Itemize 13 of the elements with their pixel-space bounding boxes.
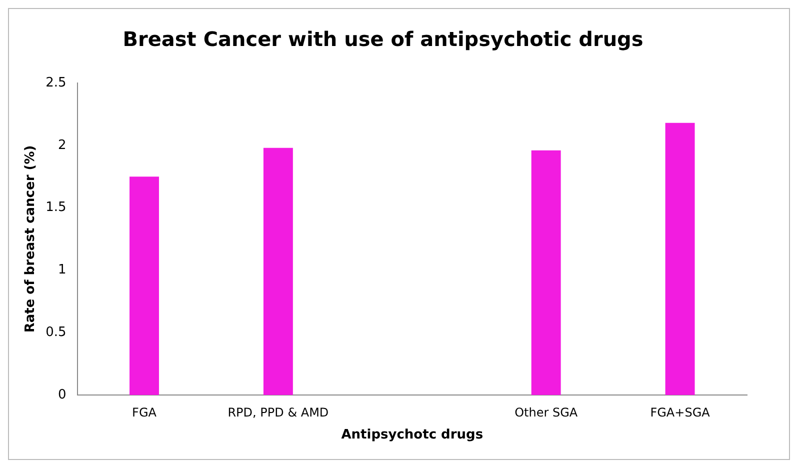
y-tick-label: 2 <box>58 138 66 153</box>
chart-title: Breast Cancer with use of antipsychotic drugs <box>122 27 644 52</box>
y-tick-label: 0 <box>58 387 66 402</box>
x-axis-title: Antipsychotc drugs <box>341 428 484 443</box>
x-tick-label: RPD, PPD & AMD <box>228 405 329 420</box>
y-tick-label: 1 <box>58 262 66 278</box>
x-tick-label: Other SGA <box>514 405 578 420</box>
x-tick-label: FGA+SGA <box>650 405 711 420</box>
x-tick-label: FGA <box>132 405 158 420</box>
y-tick-label: 2.5 <box>46 75 66 90</box>
y-tick-label: 1.5 <box>46 200 66 216</box>
y-tick-label: 0.5 <box>46 324 66 340</box>
y-axis-title: Rate of breast cancer (%) <box>23 145 38 333</box>
